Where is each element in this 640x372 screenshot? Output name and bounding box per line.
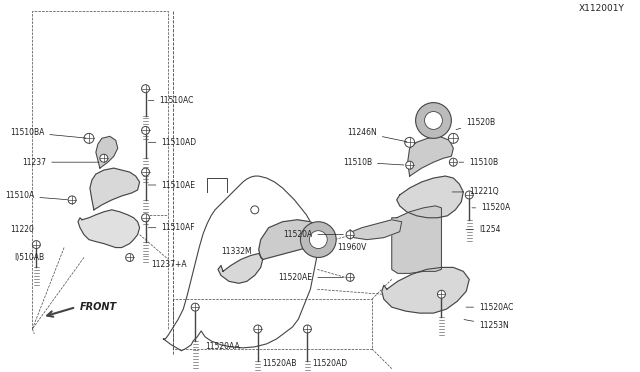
Polygon shape xyxy=(397,176,463,218)
Text: 11520B: 11520B xyxy=(456,118,495,129)
Text: 11520A: 11520A xyxy=(472,203,510,212)
Polygon shape xyxy=(259,220,324,260)
Circle shape xyxy=(254,325,262,333)
Circle shape xyxy=(141,168,150,176)
Polygon shape xyxy=(90,168,140,210)
Polygon shape xyxy=(78,210,140,247)
Text: 11520AC: 11520AC xyxy=(466,303,513,312)
Text: 11510B: 11510B xyxy=(459,158,499,167)
Circle shape xyxy=(415,103,451,138)
Text: 11237+A: 11237+A xyxy=(152,260,187,269)
Circle shape xyxy=(100,154,108,162)
Circle shape xyxy=(404,137,415,147)
Text: 11520AA: 11520AA xyxy=(205,342,240,351)
Text: FRONT: FRONT xyxy=(80,302,117,312)
Text: 11510A: 11510A xyxy=(5,192,67,201)
Polygon shape xyxy=(96,137,118,168)
Circle shape xyxy=(465,191,473,199)
Text: 11510AF: 11510AF xyxy=(148,223,195,232)
Text: 11237: 11237 xyxy=(22,158,99,167)
Text: 11510AD: 11510AD xyxy=(148,138,196,147)
Polygon shape xyxy=(392,206,442,273)
Text: 11960V: 11960V xyxy=(337,243,367,252)
Text: 11520AD: 11520AD xyxy=(312,359,348,368)
Text: 11221Q: 11221Q xyxy=(452,187,499,196)
Circle shape xyxy=(309,231,327,248)
Text: 11332M: 11332M xyxy=(221,247,252,256)
Text: 11246N: 11246N xyxy=(347,128,407,142)
Circle shape xyxy=(303,325,311,333)
Circle shape xyxy=(84,134,94,143)
Polygon shape xyxy=(382,267,469,313)
Text: X112001Y: X112001Y xyxy=(579,4,625,13)
Circle shape xyxy=(406,161,413,169)
Circle shape xyxy=(300,222,336,257)
Text: 11520AE: 11520AE xyxy=(278,273,343,282)
Circle shape xyxy=(141,126,150,134)
Text: 11510BA: 11510BA xyxy=(10,128,86,138)
Polygon shape xyxy=(408,137,453,176)
Circle shape xyxy=(346,273,354,281)
Circle shape xyxy=(346,231,354,238)
Circle shape xyxy=(125,253,134,262)
Polygon shape xyxy=(218,253,262,283)
Circle shape xyxy=(438,290,445,298)
Circle shape xyxy=(449,158,458,166)
Text: 11520AB: 11520AB xyxy=(262,359,297,368)
Circle shape xyxy=(141,85,150,93)
Circle shape xyxy=(191,303,199,311)
Text: 11510B: 11510B xyxy=(343,158,404,167)
Text: 11253N: 11253N xyxy=(464,320,509,330)
Circle shape xyxy=(33,241,40,248)
Circle shape xyxy=(424,112,442,129)
Circle shape xyxy=(68,196,76,204)
Text: l1254: l1254 xyxy=(466,225,500,234)
Polygon shape xyxy=(348,220,402,240)
Text: 11510AC: 11510AC xyxy=(148,96,194,105)
Circle shape xyxy=(449,134,458,143)
Text: l)510AB: l)510AB xyxy=(15,253,45,262)
Text: 11220: 11220 xyxy=(10,225,35,234)
Text: 11510AE: 11510AE xyxy=(148,180,195,189)
Circle shape xyxy=(141,214,150,222)
Text: 11520A: 11520A xyxy=(283,230,343,239)
